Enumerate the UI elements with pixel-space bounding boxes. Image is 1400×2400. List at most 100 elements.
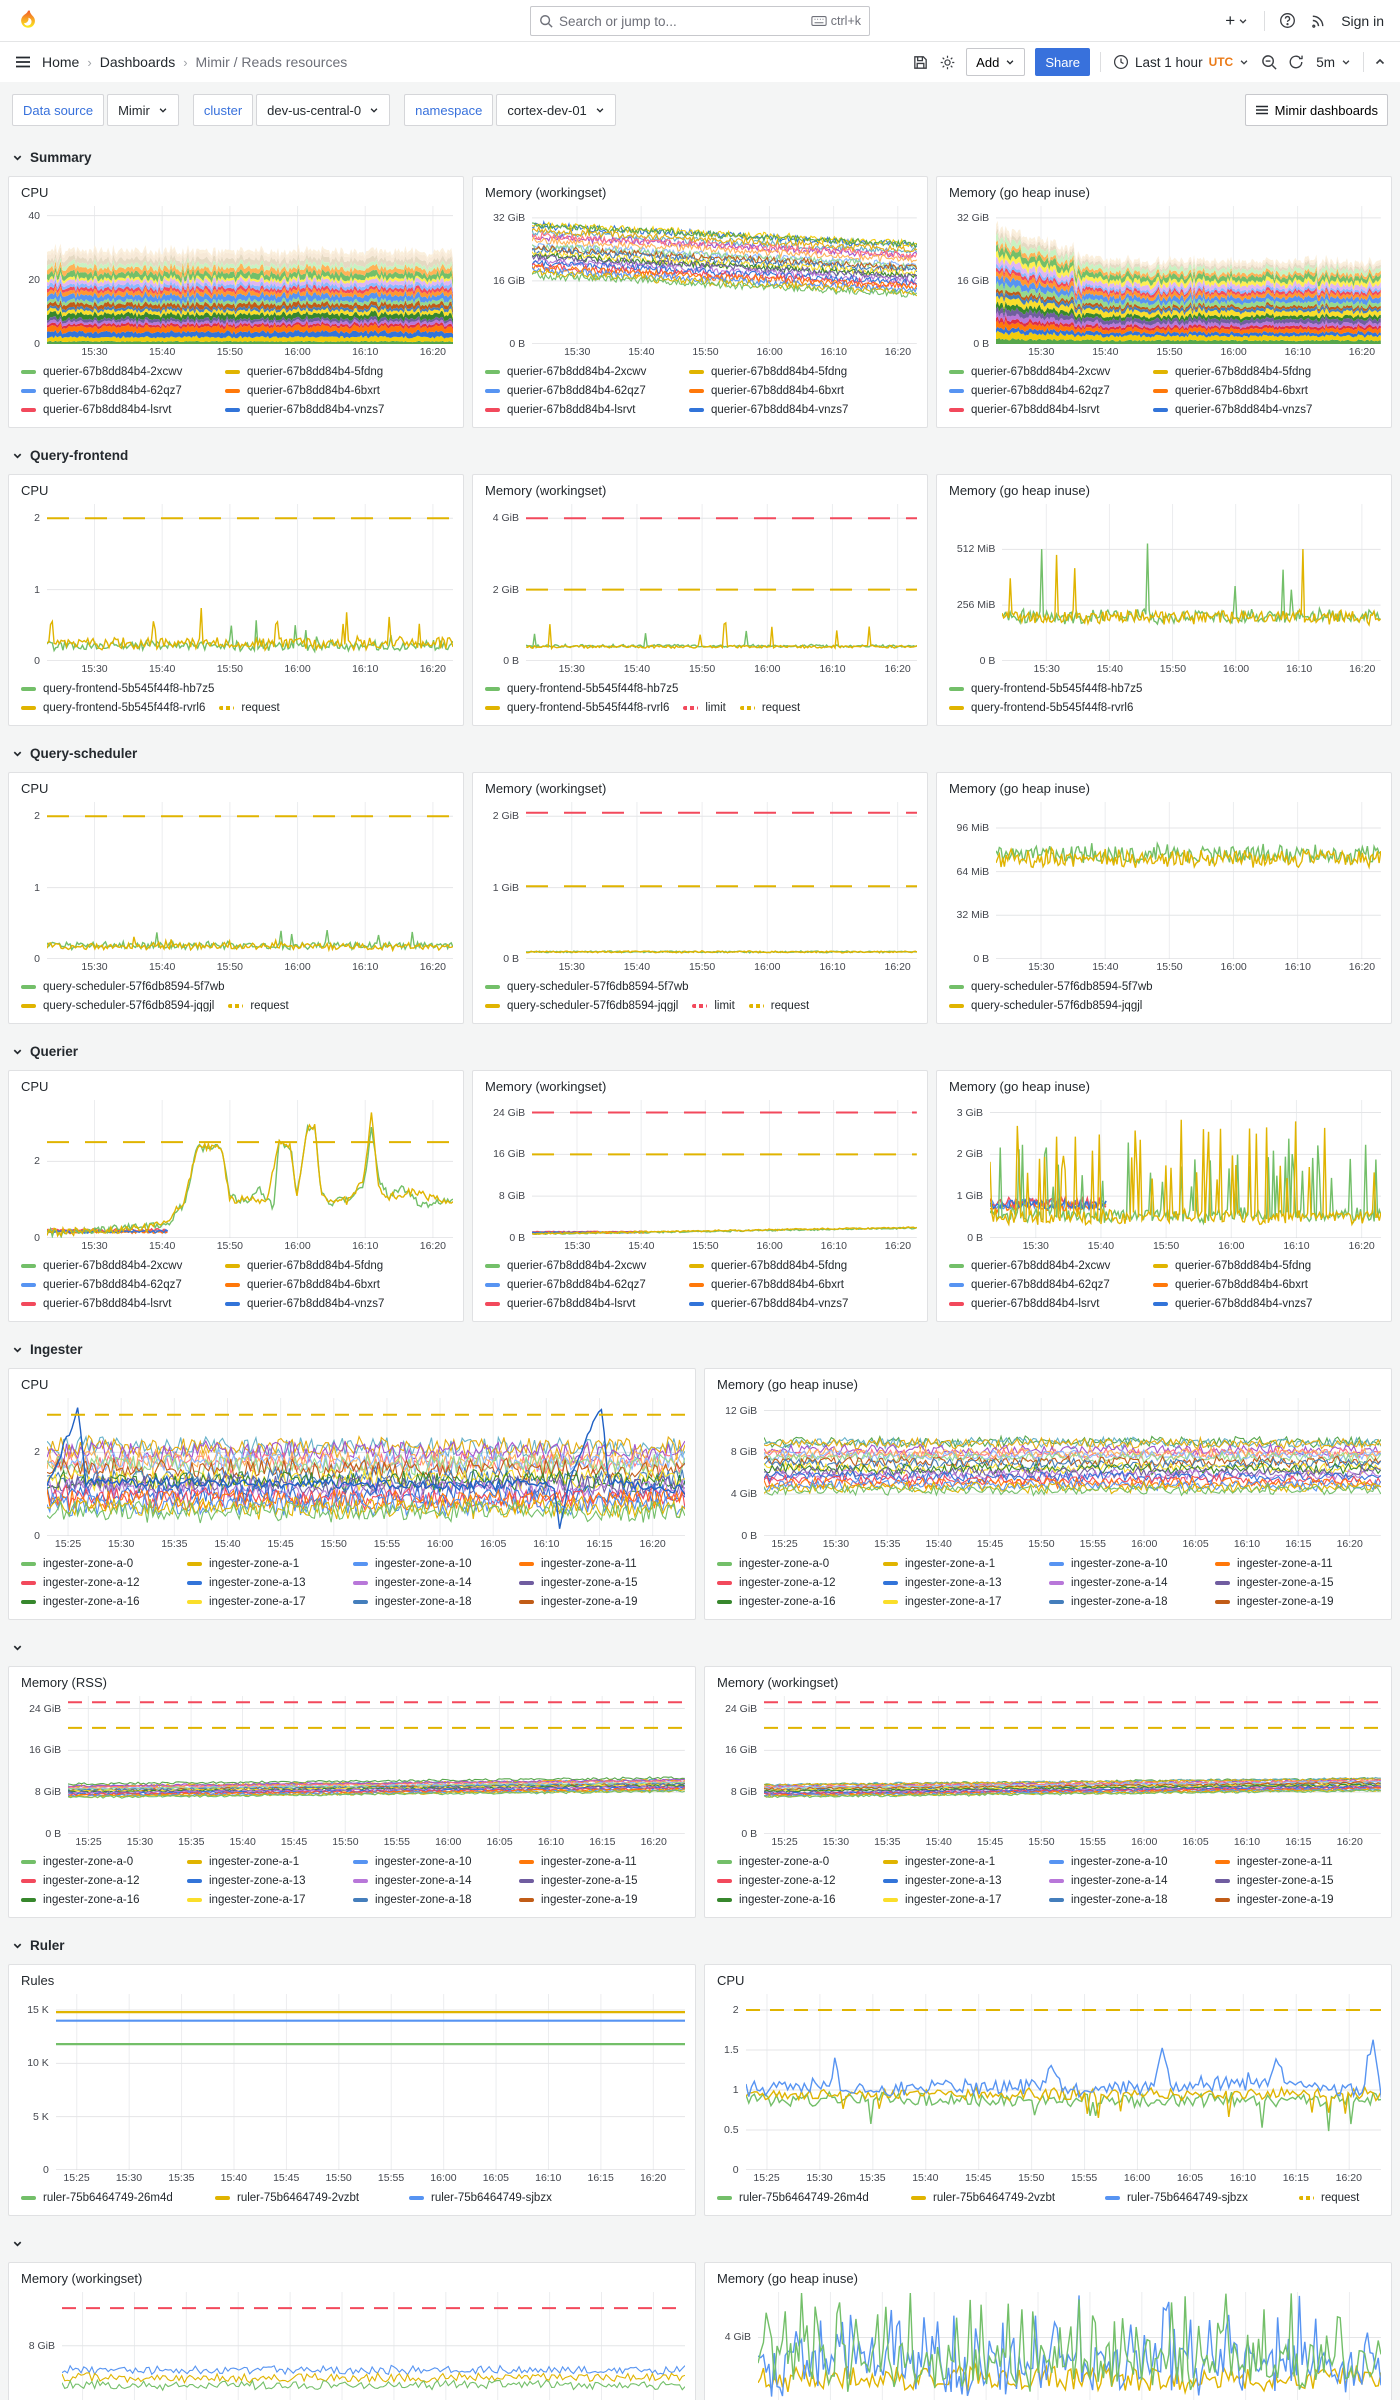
legend-item[interactable]: querier-67b8dd84b4-lsrvt [485, 1298, 675, 1310]
legend-item[interactable]: ingester-zone-a-10 [1049, 1558, 1201, 1570]
legend-item[interactable]: ingester-zone-a-11 [519, 1856, 671, 1868]
panel-title[interactable]: Memory (workingset) [717, 1675, 839, 1690]
breadcrumb-dashboards[interactable]: Dashboards [99, 54, 176, 70]
legend-item[interactable]: querier-67b8dd84b4-2xcwv [21, 1260, 211, 1272]
chart-canvas[interactable] [746, 1994, 1381, 2170]
legend-item[interactable]: ingester-zone-a-12 [21, 1875, 173, 1887]
legend-item[interactable]: querier-67b8dd84b4-vnzs7 [1153, 404, 1343, 416]
legend-item[interactable]: query-scheduler-57f6db8594-jqgjl [485, 1000, 678, 1012]
legend-item[interactable]: ingester-zone-a-17 [883, 1894, 1035, 1906]
legend-item[interactable]: ingester-zone-a-12 [717, 1577, 869, 1589]
legend-item[interactable]: ingester-zone-a-14 [353, 1577, 505, 1589]
chart-canvas[interactable] [47, 1100, 453, 1238]
legend-item[interactable]: querier-67b8dd84b4-2xcwv [949, 1260, 1139, 1272]
panel-title[interactable]: Memory (workingset) [485, 185, 607, 200]
legend-item[interactable]: query-scheduler-57f6db8594-jqgjl [949, 1000, 1142, 1012]
dashboard-settings-icon[interactable] [939, 54, 956, 71]
legend-item[interactable]: limit [692, 1000, 735, 1012]
panel-title[interactable]: Memory (RSS) [21, 1675, 107, 1690]
legend-item[interactable]: querier-67b8dd84b4-62qz7 [21, 385, 211, 397]
legend-item[interactable]: request [739, 702, 800, 714]
legend-item[interactable]: ingester-zone-a-11 [1215, 1558, 1367, 1570]
grafana-logo[interactable] [16, 9, 40, 33]
legend-item[interactable]: ingester-zone-a-1 [883, 1856, 1035, 1868]
legend-item[interactable]: querier-67b8dd84b4-2xcwv [485, 1260, 675, 1272]
legend-item[interactable]: ingester-zone-a-19 [1215, 1894, 1367, 1906]
legend-item[interactable]: query-frontend-5b545f44f8-rvrl6 [21, 702, 205, 714]
legend-item[interactable]: querier-67b8dd84b4-6bxrt [689, 1279, 879, 1291]
legend-item[interactable]: ingester-zone-a-0 [21, 1558, 173, 1570]
legend-item[interactable]: querier-67b8dd84b4-lsrvt [21, 1298, 211, 1310]
panel-title[interactable]: CPU [21, 1079, 49, 1094]
legend-item[interactable]: ingester-zone-a-1 [883, 1558, 1035, 1570]
legend-item[interactable]: ingester-zone-a-17 [187, 1894, 339, 1906]
chart-canvas[interactable] [47, 802, 453, 959]
time-range-picker[interactable]: Last 1 hour UTC [1111, 54, 1251, 70]
legend-item[interactable]: ruler-75b6464749-26m4d [21, 2192, 201, 2204]
legend-item[interactable]: querier-67b8dd84b4-vnzs7 [689, 1298, 879, 1310]
legend-item[interactable]: request [228, 1000, 289, 1012]
legend-item[interactable]: querier-67b8dd84b4-lsrvt [21, 404, 211, 416]
legend-item[interactable]: querier-67b8dd84b4-6bxrt [689, 385, 879, 397]
legend-item[interactable]: ingester-zone-a-14 [353, 1875, 505, 1887]
legend-item[interactable]: querier-67b8dd84b4-vnzs7 [1153, 1298, 1343, 1310]
chart-canvas[interactable] [764, 1696, 1381, 1834]
panel-title[interactable]: Memory (go heap inuse) [949, 185, 1090, 200]
legend-item[interactable]: querier-67b8dd84b4-2xcwv [485, 366, 675, 378]
chart-canvas[interactable] [764, 1398, 1381, 1536]
chart-canvas[interactable] [532, 206, 917, 344]
chart-canvas[interactable] [68, 1696, 685, 1834]
legend-item[interactable]: querier-67b8dd84b4-lsrvt [485, 404, 675, 416]
legend-item[interactable]: querier-67b8dd84b4-6bxrt [225, 1279, 415, 1291]
legend-item[interactable]: ingester-zone-a-16 [717, 1894, 869, 1906]
legend-item[interactable]: ingester-zone-a-13 [883, 1875, 1035, 1887]
chart-canvas[interactable] [47, 504, 453, 661]
section-header-query-frontend[interactable]: Query-frontend [12, 444, 1388, 466]
panel-title[interactable]: Memory (go heap inuse) [717, 1377, 858, 1392]
legend-item[interactable]: ingester-zone-a-18 [353, 1596, 505, 1608]
panel-title[interactable]: Rules [21, 1973, 55, 1988]
legend-item[interactable]: querier-67b8dd84b4-6bxrt [225, 385, 415, 397]
legend-item[interactable]: ingester-zone-a-10 [353, 1856, 505, 1868]
panel-title[interactable]: CPU [717, 1973, 745, 1988]
panel-title[interactable]: CPU [21, 483, 49, 498]
chart-canvas[interactable] [758, 2292, 1381, 2400]
chart-canvas[interactable] [56, 1994, 685, 2170]
legend-item[interactable]: ingester-zone-a-1 [187, 1856, 339, 1868]
legend-item[interactable]: ingester-zone-a-11 [519, 1558, 671, 1570]
legend-item[interactable]: query-frontend-5b545f44f8-hb7z5 [949, 683, 1142, 695]
panel-title[interactable]: Memory (go heap inuse) [949, 781, 1090, 796]
legend-item[interactable]: querier-67b8dd84b4-62qz7 [949, 385, 1139, 397]
legend-item[interactable]: ingester-zone-a-0 [717, 1558, 869, 1570]
panel-title[interactable]: Memory (workingset) [485, 781, 607, 796]
chart-canvas[interactable] [1002, 504, 1381, 661]
legend-item[interactable]: querier-67b8dd84b4-2xcwv [949, 366, 1139, 378]
legend-item[interactable]: limit [683, 702, 726, 714]
legend-item[interactable]: query-scheduler-57f6db8594-jqgjl [21, 1000, 214, 1012]
section-header[interactable] [12, 2232, 1388, 2254]
panel-title[interactable]: CPU [21, 781, 49, 796]
legend-item[interactable]: ruler-75b6464749-sjbzx [409, 2192, 589, 2204]
legend-item[interactable]: ingester-zone-a-14 [1049, 1577, 1201, 1589]
legend-item[interactable]: querier-67b8dd84b4-62qz7 [485, 1279, 675, 1291]
legend-item[interactable]: query-frontend-5b545f44f8-rvrl6 [485, 702, 669, 714]
legend-item[interactable]: ingester-zone-a-13 [883, 1577, 1035, 1589]
legend-item[interactable]: ingester-zone-a-19 [519, 1894, 671, 1906]
legend-item[interactable]: ruler-75b6464749-2vzbt [215, 2192, 395, 2204]
legend-item[interactable]: query-scheduler-57f6db8594-5f7wb [21, 981, 225, 993]
legend-item[interactable]: ingester-zone-a-15 [519, 1875, 671, 1887]
add-new-button[interactable]: + [1223, 12, 1250, 29]
legend-item[interactable]: ingester-zone-a-12 [21, 1577, 173, 1589]
legend-item[interactable]: ruler-75b6464749-26m4d [717, 2192, 897, 2204]
legend-item[interactable]: ingester-zone-a-18 [1049, 1596, 1201, 1608]
legend-item[interactable]: ingester-zone-a-11 [1215, 1856, 1367, 1868]
chart-canvas[interactable] [526, 504, 917, 661]
legend-item[interactable]: querier-67b8dd84b4-62qz7 [949, 1279, 1139, 1291]
namespace-select[interactable]: cortex-dev-01 [496, 94, 616, 126]
legend-item[interactable]: ingester-zone-a-12 [717, 1875, 869, 1887]
chart-canvas[interactable] [996, 802, 1381, 959]
legend-item[interactable]: ingester-zone-a-13 [187, 1875, 339, 1887]
legend-item[interactable]: querier-67b8dd84b4-62qz7 [21, 1279, 211, 1291]
legend-item[interactable]: request [1299, 2192, 1391, 2204]
section-header-query-scheduler[interactable]: Query-scheduler [12, 742, 1388, 764]
